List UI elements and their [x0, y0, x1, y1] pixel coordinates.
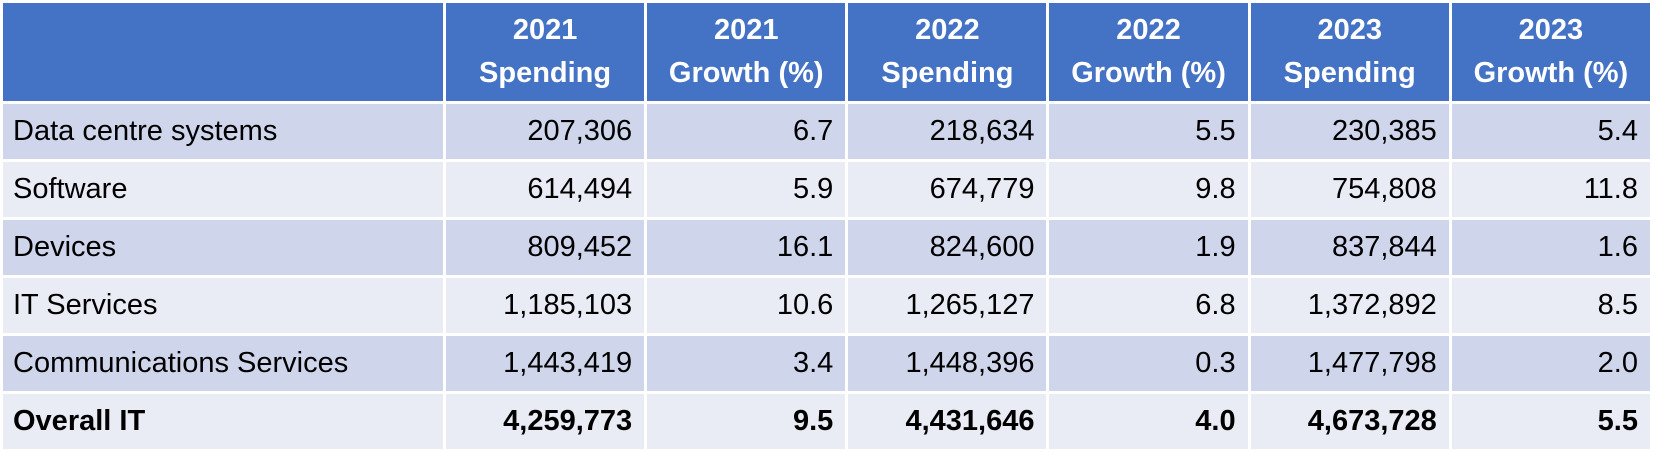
header-cell: 2021 Spending [442, 0, 648, 104]
cell: 4.0 [1046, 391, 1251, 452]
cell: 3.4 [644, 333, 849, 394]
cell: 5.5 [1448, 391, 1653, 452]
row-label: Devices [0, 217, 446, 278]
cell: 5.4 [1448, 101, 1653, 162]
table-row: Data centre systems 207,306 6.7 218,634 5.5 2… [0, 101, 1653, 162]
cell: 4,673,728 [1247, 391, 1452, 452]
cell: 6.8 [1046, 275, 1251, 336]
cell: 9.5 [644, 391, 849, 452]
row-label: Software [0, 159, 446, 220]
cell: 4,431,646 [845, 391, 1050, 452]
cell: 674,779 [845, 159, 1050, 220]
cell: 837,844 [1247, 217, 1452, 278]
cell: 207,306 [442, 101, 648, 162]
cell: 8.5 [1448, 275, 1653, 336]
header-cell: 2021 Growth (%) [644, 0, 849, 104]
cell: 824,600 [845, 217, 1050, 278]
cell: 5.5 [1046, 101, 1251, 162]
cell: 1,265,127 [845, 275, 1050, 336]
cell: 11.8 [1448, 159, 1653, 220]
table-row: IT Services 1,185,103 10.6 1,265,127 6.8 1,37… [0, 275, 1653, 336]
header-cell: 2023 Growth (%) [1448, 0, 1653, 104]
cell: 754,808 [1247, 159, 1452, 220]
cell: 1,477,798 [1247, 333, 1452, 394]
cell: 2.0 [1448, 333, 1653, 394]
row-label: Data centre systems [0, 101, 446, 162]
cell: 1,443,419 [442, 333, 648, 394]
cell: 4,259,773 [442, 391, 648, 452]
cell: 614,494 [442, 159, 648, 220]
cell: 0.3 [1046, 333, 1251, 394]
cell: 1.9 [1046, 217, 1251, 278]
cell: 1,448,396 [845, 333, 1050, 394]
header-cell: 2022 Spending [845, 0, 1050, 104]
table-row: Devices 809,452 16.1 824,600 1.9 837,844 1.6 [0, 217, 1653, 278]
cell: 230,385 [1247, 101, 1452, 162]
table-row: Communications Services 1,443,419 3.4 1,448… [0, 333, 1653, 394]
cell: 1.6 [1448, 217, 1653, 278]
row-label: Overall IT [0, 391, 446, 452]
table-row: Software 614,494 5.9 674,779 9.8 754,808 11.8 [0, 159, 1653, 220]
cell: 5.9 [644, 159, 849, 220]
cell: 1,372,892 [1247, 275, 1452, 336]
cell: 1,185,103 [442, 275, 648, 336]
row-label: IT Services [0, 275, 446, 336]
cell: 6.7 [644, 101, 849, 162]
row-label: Communications Services [0, 333, 446, 394]
table-row: Overall IT 4,259,773 9.5 4,431,646 4.0 4,673,… [0, 391, 1653, 452]
header-row: 2021 Spending 2021 Growth (%) 2022 Spendin… [0, 0, 1653, 104]
header-cell [0, 0, 446, 104]
header-cell: 2022 Growth (%) [1046, 0, 1251, 104]
cell: 9.8 [1046, 159, 1251, 220]
cell: 10.6 [644, 275, 849, 336]
cell: 16.1 [644, 217, 849, 278]
header-cell: 2023 Spending [1247, 0, 1452, 104]
cell: 218,634 [845, 101, 1050, 162]
cell: 809,452 [442, 217, 648, 278]
